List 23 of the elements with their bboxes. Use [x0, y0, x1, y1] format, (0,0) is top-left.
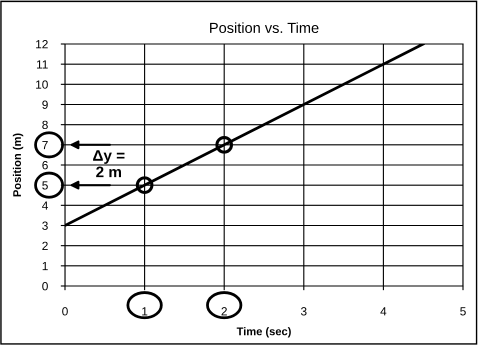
x-tick-label: 5	[460, 307, 466, 316]
y-tick-label: 4	[42, 201, 48, 210]
y-tick-label: 11	[36, 60, 48, 68]
annotation: Δy = 2 m	[93, 150, 124, 178]
y-tick-label: 2	[42, 242, 48, 250]
y-tick-label: 1	[42, 262, 48, 270]
x-tick-label: 2	[222, 307, 227, 316]
chart-title: Position vs. Time	[210, 22, 318, 34]
y-tick-label: 3	[42, 222, 48, 230]
x-tick-label: 1	[142, 307, 148, 316]
y-tick-label: 0	[42, 282, 48, 290]
y-tick-label: 6	[42, 161, 48, 170]
y-tick-label: 10	[36, 80, 48, 89]
y-tick-label: 12	[36, 40, 48, 48]
x-tick-label: 0	[62, 307, 68, 316]
y-tick-label: 7	[42, 140, 48, 150]
x-tick-label: 4	[380, 307, 386, 316]
y-tick-label: 9	[42, 100, 48, 109]
y-tick-label: 8	[42, 120, 48, 130]
x-axis-title: Time (sec)	[236, 327, 291, 338]
x-tick-label: 3	[300, 307, 307, 316]
y-tick-label: 5	[42, 181, 48, 190]
y-axis-title: Position (m)	[12, 133, 24, 196]
